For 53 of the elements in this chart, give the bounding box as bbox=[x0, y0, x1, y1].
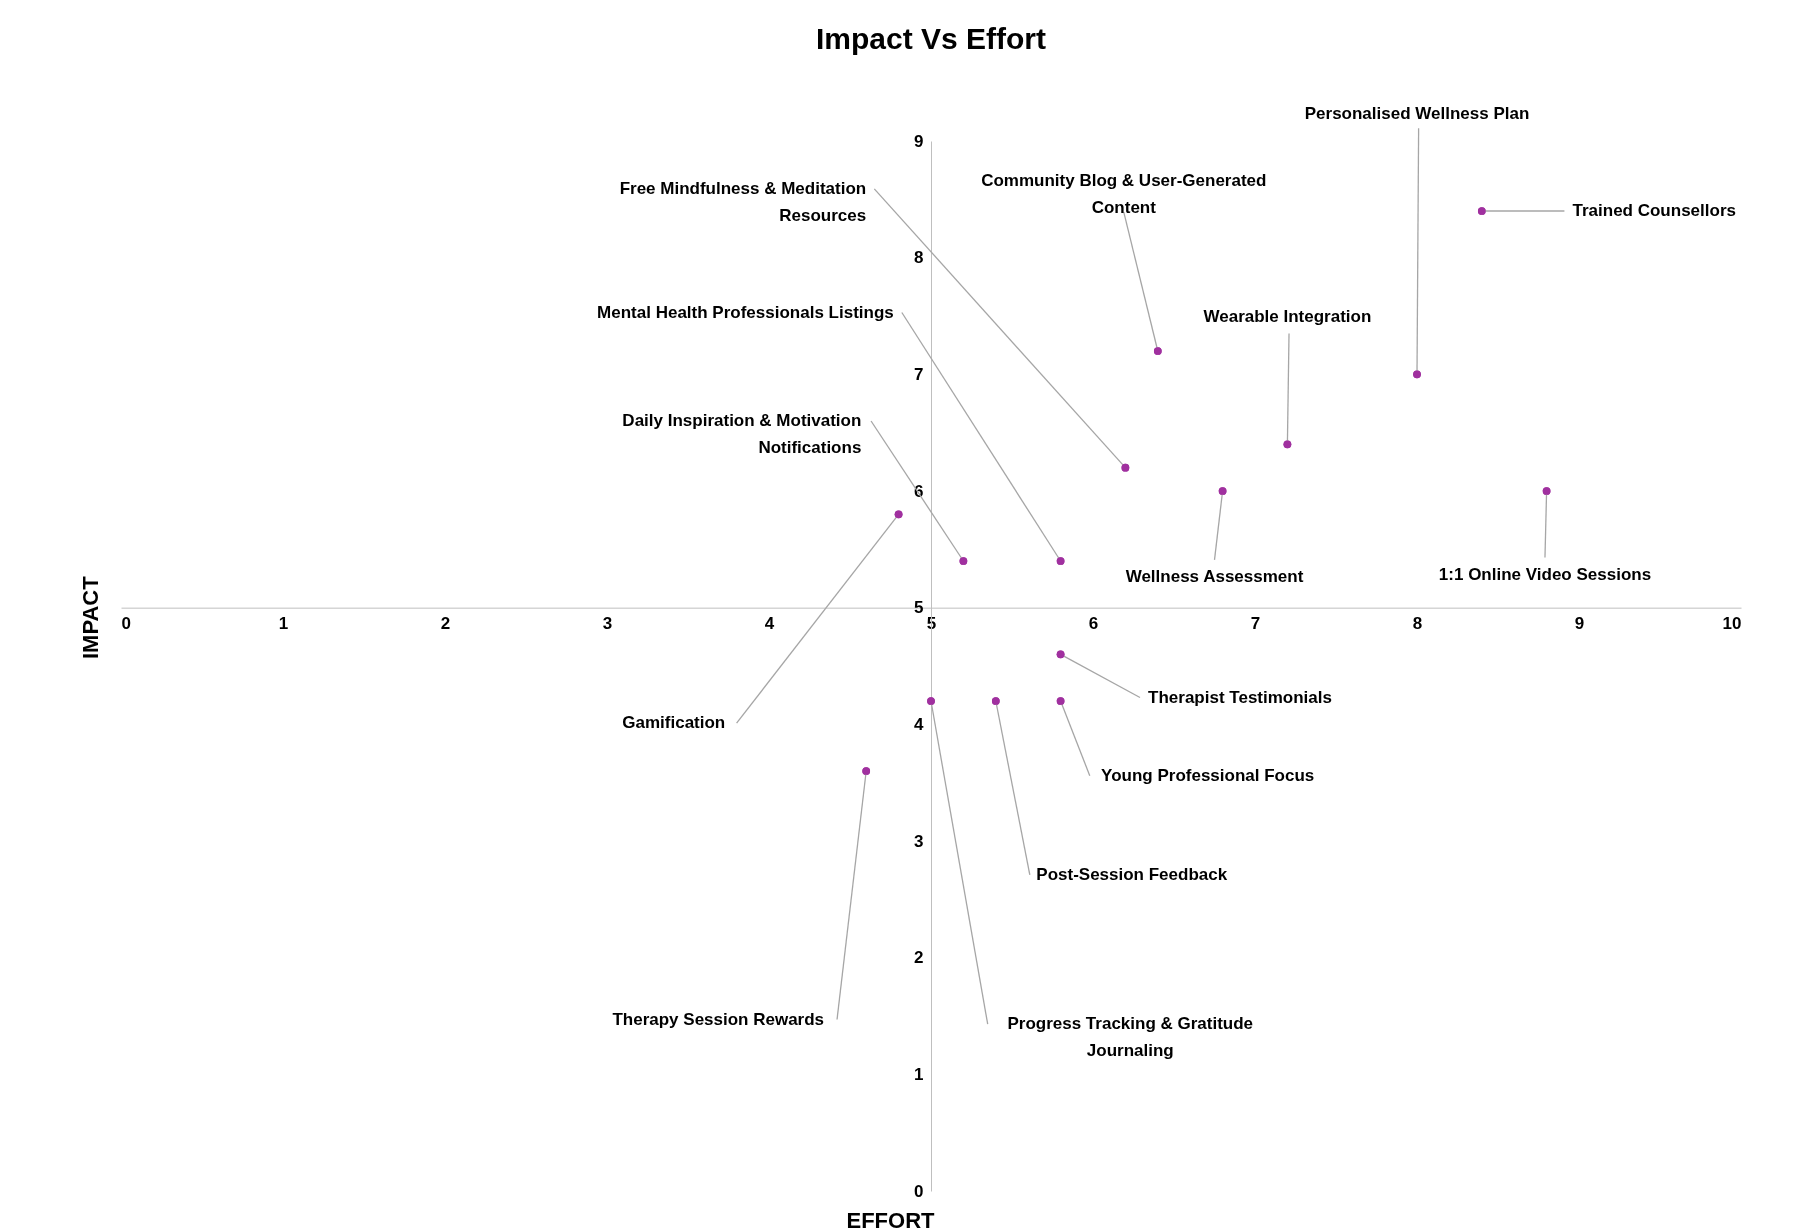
annotation: Wearable Integration bbox=[1203, 307, 1372, 327]
y-tick-label: 9 bbox=[914, 131, 924, 151]
y-tick-label: 3 bbox=[914, 831, 924, 851]
point bbox=[1542, 487, 1551, 495]
x-tick-label: 1 bbox=[278, 614, 289, 634]
annotation: Young Professional Focus bbox=[1101, 765, 1315, 785]
x-tick-label: 8 bbox=[1412, 614, 1423, 634]
annotation: Gamification bbox=[622, 713, 726, 733]
y-tick-label: 6 bbox=[914, 481, 924, 501]
x-tick-label: 6 bbox=[1088, 614, 1099, 634]
x-tick-label: 7 bbox=[1250, 614, 1261, 634]
point bbox=[991, 697, 1000, 705]
annotation: 1:1 Online Video Sessions bbox=[1438, 565, 1652, 584]
y-tick-label: 1 bbox=[914, 1064, 924, 1084]
annotation: Daily Inspiration & Motivation Notifications bbox=[622, 411, 862, 457]
y-tick-label: 5 bbox=[914, 598, 924, 618]
y-tick-label: 4 bbox=[914, 714, 925, 734]
annotation: Community Blog & User-Generated Content bbox=[981, 170, 1267, 217]
point bbox=[1477, 207, 1486, 215]
annotation: Trained Counsellors bbox=[1572, 201, 1736, 220]
point bbox=[959, 557, 968, 565]
point bbox=[1121, 463, 1130, 472]
point bbox=[1056, 557, 1065, 565]
annotation: Post-Session Feedback bbox=[1036, 864, 1228, 884]
x-tick-label: 9 bbox=[1574, 614, 1585, 634]
x-tick-label: 4 bbox=[764, 614, 775, 634]
y-tick-label: 0 bbox=[914, 1181, 924, 1201]
x-axis-title: EFFORT bbox=[846, 1208, 936, 1230]
x-tick-label: 0 bbox=[121, 614, 131, 634]
annotation: Personalised Wellness Plan bbox=[1304, 104, 1530, 124]
point bbox=[927, 697, 935, 705]
point bbox=[1283, 440, 1292, 449]
x-tick-label: 3 bbox=[602, 614, 613, 634]
chart-title: Impact Vs Effort bbox=[815, 22, 1047, 56]
annotation: Progress Tracking & Gratitude Journaling bbox=[1007, 1014, 1254, 1061]
point bbox=[1218, 487, 1227, 495]
y-tick-label: 8 bbox=[914, 248, 924, 268]
annotation: Mental Health Professionals Listings bbox=[597, 302, 894, 322]
point bbox=[1413, 370, 1421, 379]
point bbox=[1056, 650, 1065, 659]
annotation: Free Mindfulness & Meditation Resources bbox=[619, 178, 867, 225]
point bbox=[862, 767, 871, 775]
annotation: Wellness Assessment bbox=[1125, 567, 1304, 587]
point bbox=[894, 510, 903, 519]
annotation: Therapist Testimonials bbox=[1148, 687, 1332, 707]
point bbox=[1153, 347, 1162, 355]
point bbox=[1056, 697, 1065, 705]
y-tick-label: 7 bbox=[914, 364, 924, 384]
y-axis-title: IMPACT bbox=[78, 575, 103, 660]
y-tick-label: 2 bbox=[914, 948, 924, 968]
x-tick-label: 2 bbox=[440, 614, 451, 634]
x-tick-label: 10 bbox=[1722, 614, 1742, 634]
annotation: Therapy Session Rewards bbox=[612, 1009, 825, 1029]
